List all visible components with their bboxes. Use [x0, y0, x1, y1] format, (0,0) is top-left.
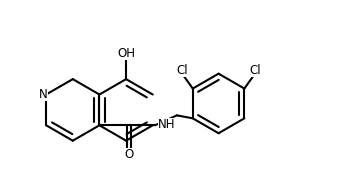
Text: O: O [125, 148, 134, 161]
Text: N: N [39, 88, 48, 101]
Text: NH: NH [158, 118, 176, 131]
Text: Cl: Cl [249, 64, 261, 77]
Text: OH: OH [117, 47, 135, 60]
Text: Cl: Cl [176, 64, 188, 77]
